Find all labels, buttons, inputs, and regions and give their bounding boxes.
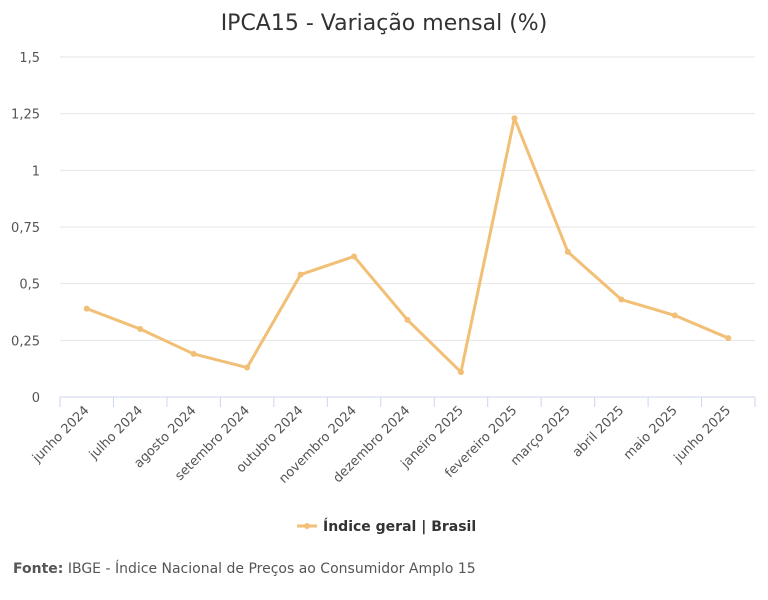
legend-dot-marker	[304, 523, 310, 529]
series-group	[83, 115, 732, 376]
data-point[interactable]	[671, 312, 678, 319]
source-label: Fonte:	[13, 561, 64, 577]
gridlines	[60, 56, 755, 341]
source-text: IBGE - Índice Nacional de Preços ao Cons…	[67, 561, 476, 577]
data-point[interactable]	[244, 364, 251, 371]
data-point[interactable]	[83, 305, 90, 312]
source-note: Fonte: IBGE - Índice Nacional de Preços …	[13, 561, 476, 577]
x-tick-label: abril 2025	[570, 403, 627, 460]
data-point[interactable]	[137, 326, 144, 332]
chart-title: IPCA15 - Variação mensal (%)	[221, 11, 548, 36]
data-point[interactable]	[404, 316, 411, 323]
data-point[interactable]	[351, 253, 358, 260]
x-tick-label: junho 2025	[671, 403, 734, 466]
legend[interactable]: Índice geral | Brasil	[297, 518, 476, 535]
data-point[interactable]	[190, 350, 197, 357]
y-tick-label: 0,25	[11, 334, 40, 349]
legend-label[interactable]: Índice geral | Brasil	[323, 518, 476, 535]
y-tick-label: 0,5	[19, 278, 40, 293]
data-point[interactable]	[618, 296, 625, 303]
data-point[interactable]	[564, 248, 571, 255]
data-point[interactable]	[297, 271, 304, 278]
data-point[interactable]	[725, 335, 732, 342]
y-tick-label: 1,25	[11, 108, 40, 123]
series-line	[85, 116, 730, 374]
y-tick-label: 0	[32, 391, 40, 406]
y-tick-label: 1,5	[19, 51, 40, 66]
y-tick-label: 1	[32, 164, 40, 179]
data-point[interactable]	[457, 369, 464, 376]
y-tick-label: 0,75	[11, 221, 40, 236]
x-tick-label: junho 2024	[29, 403, 92, 466]
data-point[interactable]	[511, 115, 518, 122]
y-axis: 0 0,25 0,5 0,75 1 1,25 1,5	[11, 51, 40, 406]
